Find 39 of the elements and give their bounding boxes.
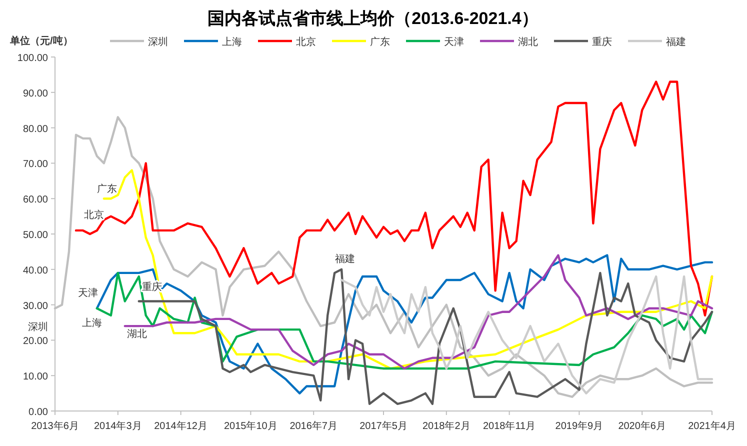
y-tick-label: 10.00 (22, 372, 48, 383)
legend-label: 福建 (666, 36, 686, 48)
x-tick-label: 2018年11月 (482, 420, 536, 432)
annotation: 上海 (82, 317, 102, 329)
x-tick-label: 2013年6月 (31, 420, 79, 432)
y-tick-label: 40.00 (22, 265, 48, 276)
x-tick-label: 2020年6月 (618, 420, 666, 432)
x-tick-label: 2018年2月 (422, 420, 470, 432)
legend-label: 湖北 (518, 36, 538, 48)
legend-label: 天津 (444, 36, 464, 48)
annotation: 天津 (78, 287, 98, 299)
y-tick-label: 90.00 (22, 88, 48, 100)
y-tick-label: 0.00 (28, 407, 48, 418)
x-tick-label: 2016年7月 (290, 420, 338, 432)
x-tick-label: 2017年5月 (360, 420, 408, 432)
chart-title: 国内各试点省市线上均价（2013.6-2021.4） (208, 9, 538, 28)
y-tick-label: 80.00 (22, 124, 48, 135)
legend-label: 广东 (370, 36, 390, 48)
y-tick-label: 100.00 (17, 53, 48, 64)
y-axis-title: 单位（元/吨） (9, 35, 73, 47)
x-tick-label: 2014年12月 (154, 420, 208, 432)
annotation: 湖北 (127, 328, 147, 340)
annotation: 广东 (97, 183, 117, 195)
legend-label: 上海 (222, 36, 242, 48)
x-tick-label: 2021年4月 (688, 420, 736, 432)
legend-label: 深圳 (148, 36, 168, 48)
y-tick-label: 20.00 (22, 336, 48, 348)
legend-label: 重庆 (592, 36, 612, 48)
text: 深圳 (28, 321, 48, 333)
annotation: 福建 (335, 253, 355, 265)
legend-label: 北京 (296, 36, 316, 48)
x-tick-label: 2014年3月 (94, 420, 142, 432)
x-tick-label: 2019年9月 (555, 420, 604, 432)
y-tick-label: 30.00 (22, 300, 48, 312)
y-tick-label: 60.00 (22, 194, 48, 206)
y-tick-label: 50.00 (22, 230, 48, 241)
y-tick-label: 70.00 (22, 159, 48, 170)
annotation: 北京 (84, 209, 104, 221)
x-tick-label: 2015年10月 (224, 420, 278, 432)
